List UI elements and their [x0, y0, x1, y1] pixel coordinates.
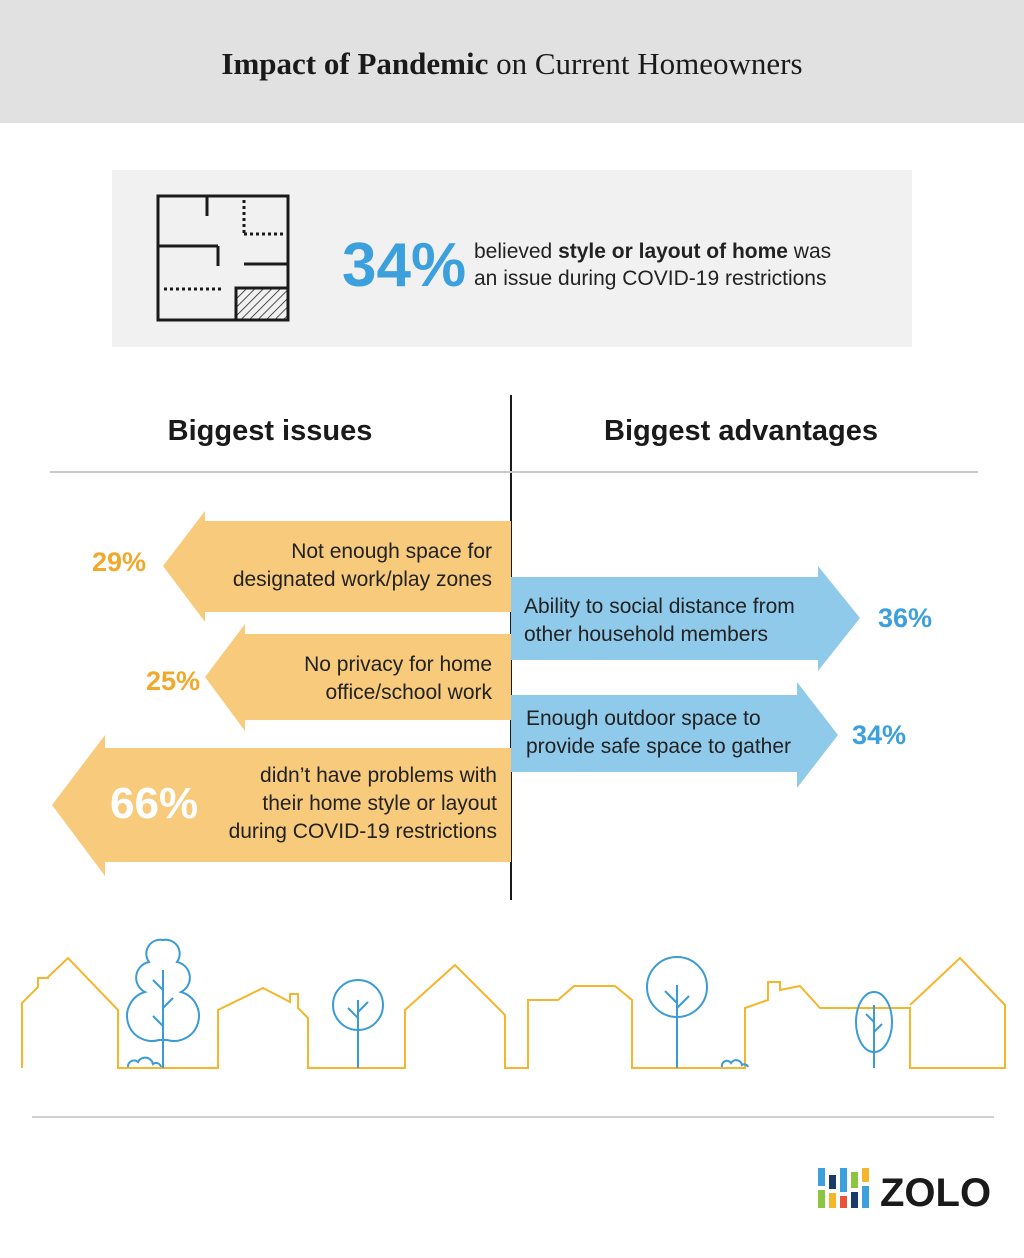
logo-bars [818, 1168, 869, 1208]
advantage-text: Ability to social distance from [524, 595, 795, 618]
advantage-text: provide safe space to gather [526, 735, 791, 758]
advantage-text: other household members [524, 623, 768, 646]
trees [126, 938, 893, 1068]
stat-after: was [793, 240, 831, 263]
advantage-value: 36% [878, 603, 932, 633]
issue-text: during COVID-19 restrictions [229, 820, 497, 843]
title-bold: Impact of Pandemic [221, 46, 488, 81]
issue-text: designated work/play zones [233, 568, 492, 591]
issue-value: 29% [92, 547, 146, 577]
brand: ZOLO [880, 1171, 991, 1215]
stat-text: believed style or layout of home was [474, 240, 831, 263]
issue-arrows [52, 511, 511, 876]
header-band [0, 0, 1024, 123]
issue-text: Not enough space for [291, 540, 492, 563]
advantage-arrows [511, 566, 860, 788]
advantage-text: Enough outdoor space to [526, 707, 761, 730]
stat-before: believed [474, 240, 552, 263]
advantage-value: 34% [852, 720, 906, 750]
issue-text: No privacy for home [304, 653, 492, 676]
stat-text-line2: an issue during COVID-19 restrictions [474, 267, 826, 290]
issues-heading: Biggest issues [168, 415, 373, 447]
floorplan-icon [156, 194, 290, 322]
issue-text: didn’t have problems with [260, 764, 497, 787]
title-rest: on Current Homeowners [496, 46, 803, 81]
stat-value: 34% [342, 231, 466, 300]
advantages-heading: Biggest advantages [604, 415, 878, 447]
issue-text: office/school work [325, 681, 492, 704]
issue-text: their home style or layout [262, 792, 497, 815]
stat-bold: style or layout of home [558, 240, 788, 263]
issue-value: 25% [146, 666, 200, 696]
issue-value: 66% [110, 779, 198, 828]
title: Impact of Pandemic on Current Homeowners [221, 46, 802, 81]
houses [21, 956, 1006, 1069]
